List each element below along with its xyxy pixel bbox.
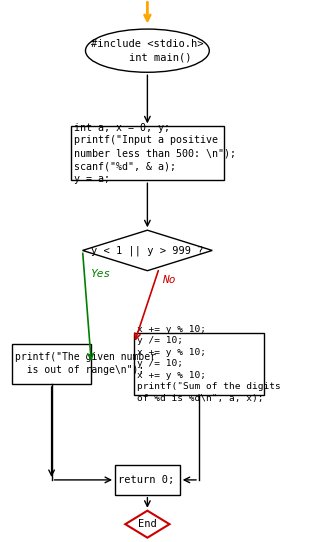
Text: #include <stdio.h>
    int main(): #include <stdio.h> int main() — [91, 39, 204, 62]
Text: x += y % 10;
y /= 10;
x += y % 10;
y /= 10;
x += y % 10;
printf("Sum of the digi: x += y % 10; y /= 10; x += y % 10; y /= … — [137, 325, 281, 403]
Text: End: End — [138, 519, 157, 529]
FancyBboxPatch shape — [71, 126, 224, 180]
Text: No: No — [162, 275, 176, 285]
Polygon shape — [82, 230, 212, 270]
Ellipse shape — [86, 29, 209, 72]
Text: printf("The given number
  is out of range\n");: printf("The given number is out of range… — [15, 352, 156, 375]
FancyBboxPatch shape — [12, 344, 91, 384]
Polygon shape — [125, 511, 170, 538]
Text: int a, x = 0, y;
printf("Input a positive
number less than 500: \n");
scanf("%d": int a, x = 0, y; printf("Input a positiv… — [74, 122, 236, 184]
Text: y < 1 || y > 999 ?: y < 1 || y > 999 ? — [91, 245, 204, 256]
FancyBboxPatch shape — [134, 333, 264, 395]
FancyBboxPatch shape — [115, 465, 180, 495]
Text: Yes: Yes — [91, 269, 112, 280]
Text: return 0;: return 0; — [118, 475, 174, 485]
